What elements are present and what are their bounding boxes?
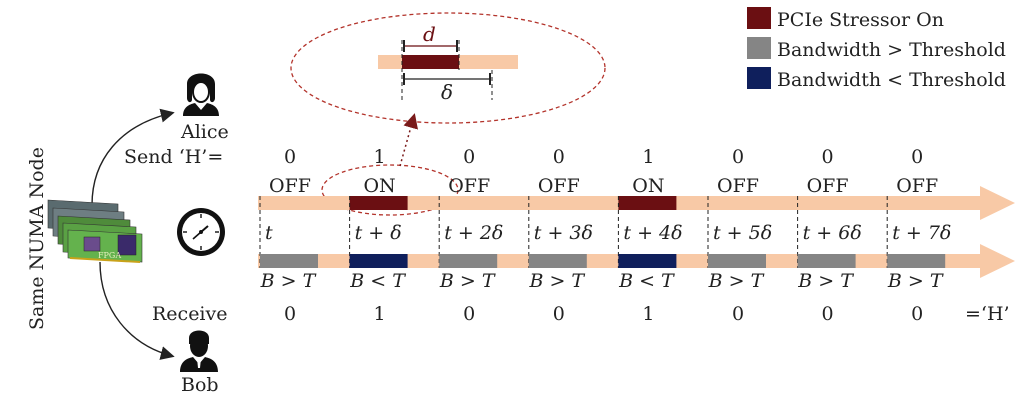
received-bit: 0 <box>822 303 834 325</box>
alice-name: Alice <box>180 121 229 143</box>
bandwidth-block <box>797 254 856 268</box>
send-bit: 0 <box>463 146 475 168</box>
side-label: Same NUMA Node <box>26 147 48 330</box>
stressor-state: OFF <box>538 175 580 197</box>
arrow-fpga-to-alice <box>91 108 175 206</box>
slot-time: t + 3δ <box>534 222 593 244</box>
d-label: d <box>423 22 436 46</box>
bandwidth-label: B > T <box>708 270 765 292</box>
received-bit: 1 <box>642 303 654 325</box>
arrow-fpga-to-bob <box>99 261 175 360</box>
bandwidth-label: B > T <box>528 270 585 292</box>
stressor-block <box>349 196 408 210</box>
slot-time: t <box>265 222 273 244</box>
bandwidth-label: B > T <box>887 270 944 292</box>
bandwidth-block <box>439 254 498 268</box>
legend-label-high: Bandwidth > Threshold <box>777 39 1006 61</box>
slot-time: t + 4δ <box>623 222 682 244</box>
bob-name: Bob <box>181 374 219 396</box>
stressor-state: ON <box>632 175 664 197</box>
legend-swatch-stressor <box>747 7 771 29</box>
send-bit: 0 <box>553 146 565 168</box>
bandwidth-block <box>349 254 408 268</box>
stressor-state: OFF <box>269 175 311 197</box>
zoom-stressor-block <box>402 55 459 69</box>
slot-time: t + 5δ <box>713 222 772 244</box>
send-bit: 0 <box>822 146 834 168</box>
bandwidth-label: B < T <box>618 270 675 292</box>
alice-icon <box>183 73 219 116</box>
stressor-block <box>618 196 677 210</box>
alice-figure: Alice Send ‘H’= <box>124 73 229 168</box>
received-bit: 0 <box>553 303 565 325</box>
bob-result-label: =‘H’ <box>965 303 1010 325</box>
fpga-card-icon <box>47 199 143 263</box>
bandwidth-block <box>887 254 946 268</box>
clock-icon <box>177 208 225 256</box>
slot-time: t + 6δ <box>803 222 862 244</box>
bob-receive-label: Receive <box>152 303 228 325</box>
zoom-ellipse <box>290 12 606 124</box>
send-bit: 0 <box>732 146 744 168</box>
bandwidth-label: B > T <box>260 270 317 292</box>
alice-send-label: Send ‘H’= <box>124 146 223 168</box>
send-bit: 0 <box>911 146 923 168</box>
legend-label-stressor: PCIe Stressor On <box>777 9 944 31</box>
stressor-state: ON <box>363 175 395 197</box>
bandwidth-label: B > T <box>797 270 854 292</box>
received-bit: 1 <box>374 303 386 325</box>
slot-time: t + 2δ <box>444 222 503 244</box>
send-bit: 0 <box>284 146 296 168</box>
send-bit: 1 <box>642 146 654 168</box>
bandwidth-block <box>708 254 766 268</box>
bob-figure: Bob Receive =‘H’ <box>152 303 1010 396</box>
send-bit: 1 <box>374 146 386 168</box>
stressor-state: OFF <box>807 175 849 197</box>
bandwidth-block <box>260 254 318 268</box>
received-bit: 0 <box>732 303 744 325</box>
bandwidth-block <box>618 254 677 268</box>
received-bit: 0 <box>284 303 296 325</box>
slot-time: t + 7δ <box>892 222 951 244</box>
stressor-state: OFF <box>896 175 938 197</box>
slot-time: t + δ <box>355 222 402 244</box>
slots-layer: 0 OFF t B > T 0 1 ON t + δ B < T 1 0 OFF t + 2δ B > T… <box>259 146 951 325</box>
slot-highlight-ellipse <box>321 164 459 216</box>
zoom-pointer-arrow <box>399 113 418 167</box>
stressor-state: OFF <box>717 175 759 197</box>
legend-swatch-low <box>747 67 771 89</box>
zoom-inset: d δ <box>290 12 606 124</box>
stressor-state: OFF <box>448 175 490 197</box>
fpga-stack: FPGA <box>47 199 143 263</box>
bandwidth-block <box>528 254 587 268</box>
legend-swatch-high <box>747 37 771 59</box>
bob-icon <box>180 330 218 372</box>
bandwidth-label: B > T <box>439 270 496 292</box>
delta-label: δ <box>441 80 453 104</box>
received-bit: 0 <box>463 303 475 325</box>
fpga-label: FPGA <box>98 251 121 260</box>
received-bit: 0 <box>911 303 923 325</box>
legend-label-low: Bandwidth < Threshold <box>777 69 1006 91</box>
legend: PCIe Stressor On Bandwidth > Threshold B… <box>747 7 1006 91</box>
bandwidth-label: B < T <box>349 270 406 292</box>
